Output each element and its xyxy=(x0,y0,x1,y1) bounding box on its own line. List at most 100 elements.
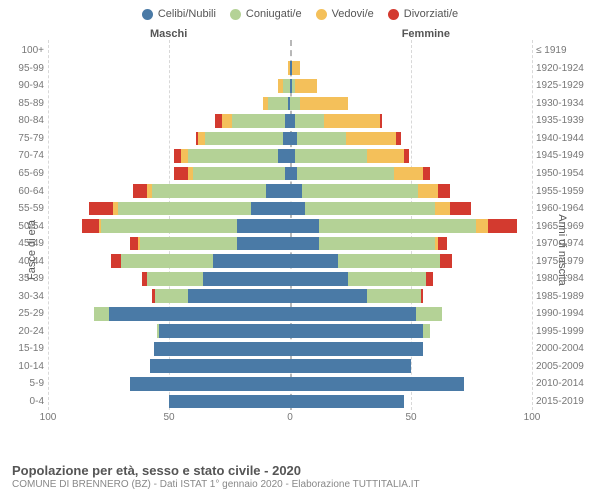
bar-male xyxy=(48,395,290,409)
birth-year-label: 1970-1974 xyxy=(536,238,594,249)
bar-segment xyxy=(268,97,287,111)
birth-year-label: 2000-2004 xyxy=(536,343,594,354)
bar-female xyxy=(290,132,532,146)
bar-segment xyxy=(416,307,443,321)
bar-segment xyxy=(319,237,435,251)
bar-segment xyxy=(159,324,290,338)
bar-segment xyxy=(297,132,345,146)
bar-segment xyxy=(94,307,109,321)
x-tick: 50 xyxy=(163,412,174,423)
bar-segment xyxy=(438,184,450,198)
age-label: 50-54 xyxy=(8,221,44,232)
bar-segment xyxy=(290,342,423,356)
bar-segment xyxy=(404,149,409,163)
bar-segment xyxy=(147,272,203,286)
grid-line xyxy=(532,40,533,410)
birth-year-label: 1925-1929 xyxy=(536,80,594,91)
bar-segment xyxy=(290,289,367,303)
bar-segment xyxy=(130,377,290,391)
bar-segment xyxy=(130,237,137,251)
age-label: 35-39 xyxy=(8,273,44,284)
age-row: 0-42015-2019 xyxy=(48,393,532,411)
bar-segment xyxy=(169,395,290,409)
age-row: 10-142005-2009 xyxy=(48,358,532,376)
birth-year-label: 1940-1944 xyxy=(536,133,594,144)
bar-female xyxy=(290,184,532,198)
bar-female xyxy=(290,149,532,163)
x-axis: 10050050100 xyxy=(48,410,532,430)
label-femmine: Femmine xyxy=(402,28,450,40)
legend-swatch xyxy=(142,9,153,20)
bar-segment xyxy=(319,219,476,233)
legend-label: Coniugati/e xyxy=(246,8,302,20)
bar-female xyxy=(290,359,532,373)
bar-male xyxy=(48,359,290,373)
bar-segment xyxy=(367,149,403,163)
bar-segment xyxy=(488,219,517,233)
bar-female xyxy=(290,272,532,286)
bar-female xyxy=(290,377,532,391)
bar-male xyxy=(48,219,290,233)
age-row: 75-791940-1944 xyxy=(48,130,532,148)
legend-swatch xyxy=(230,9,241,20)
x-tick: 100 xyxy=(40,412,57,423)
bar-segment xyxy=(290,167,297,181)
age-row: 35-391980-1984 xyxy=(48,270,532,288)
bar-male xyxy=(48,167,290,181)
x-tick: 50 xyxy=(405,412,416,423)
bar-segment xyxy=(222,114,232,128)
bar-segment xyxy=(423,167,430,181)
bar-segment xyxy=(450,202,472,216)
age-label: 85-89 xyxy=(8,98,44,109)
age-row: 95-991920-1924 xyxy=(48,60,532,78)
x-tick: 0 xyxy=(287,412,293,423)
bar-segment xyxy=(283,79,290,93)
age-row: 50-541965-1969 xyxy=(48,217,532,235)
birth-year-label: 1950-1954 xyxy=(536,168,594,179)
bar-segment xyxy=(438,237,448,251)
bar-segment xyxy=(154,342,290,356)
bar-segment xyxy=(435,202,450,216)
age-row: 70-741945-1949 xyxy=(48,147,532,165)
bar-male xyxy=(48,377,290,391)
bar-female xyxy=(290,44,532,58)
birth-year-label: 1965-1969 xyxy=(536,221,594,232)
chart-title: Popolazione per età, sesso e stato civil… xyxy=(12,463,588,478)
bar-segment xyxy=(295,79,317,93)
bar-segment xyxy=(203,272,290,286)
bar-segment xyxy=(193,167,285,181)
age-row: 90-941925-1929 xyxy=(48,77,532,95)
age-label: 5-9 xyxy=(8,378,44,389)
bar-segment xyxy=(290,184,302,198)
bar-segment xyxy=(290,359,411,373)
age-label: 40-44 xyxy=(8,256,44,267)
birth-year-label: 1980-1984 xyxy=(536,273,594,284)
age-row: 30-341985-1989 xyxy=(48,287,532,305)
bar-segment xyxy=(82,219,99,233)
bar-segment xyxy=(181,149,188,163)
bar-segment xyxy=(174,167,189,181)
age-label: 95-99 xyxy=(8,63,44,74)
bar-female xyxy=(290,342,532,356)
bar-segment xyxy=(476,219,488,233)
age-label: 30-34 xyxy=(8,291,44,302)
bar-segment xyxy=(440,254,452,268)
bar-segment xyxy=(152,184,266,198)
bar-segment xyxy=(213,254,290,268)
birth-year-label: 2015-2019 xyxy=(536,396,594,407)
x-tick: 100 xyxy=(524,412,541,423)
age-row: 45-491970-1974 xyxy=(48,235,532,253)
bar-segment xyxy=(188,149,278,163)
bar-segment xyxy=(109,307,291,321)
bar-segment xyxy=(305,202,436,216)
bar-female xyxy=(290,61,532,75)
plot-area: 100+≤ 191995-991920-192490-941925-192985… xyxy=(48,40,532,430)
age-label: 90-94 xyxy=(8,80,44,91)
bar-female xyxy=(290,219,532,233)
bar-segment xyxy=(380,114,382,128)
bar-segment xyxy=(155,289,189,303)
age-label: 20-24 xyxy=(8,326,44,337)
age-row: 55-591960-1964 xyxy=(48,200,532,218)
bar-segment xyxy=(251,202,290,216)
bar-segment xyxy=(295,114,324,128)
